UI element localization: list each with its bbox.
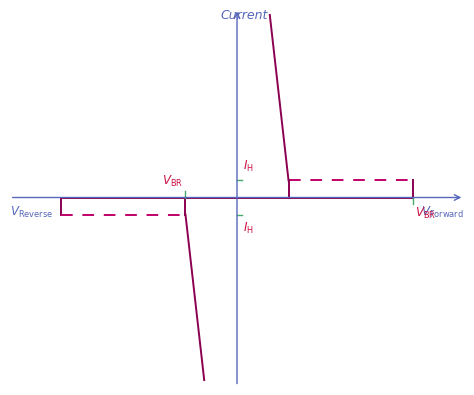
Text: $V_{\mathrm{BR}}$: $V_{\mathrm{BR}}$ <box>415 206 436 221</box>
Text: $V_{\mathrm{Forward}}$: $V_{\mathrm{Forward}}$ <box>421 205 464 220</box>
Text: $I_{\mathrm{H}}$: $I_{\mathrm{H}}$ <box>243 221 254 236</box>
Text: $V_{\mathrm{BR}}$: $V_{\mathrm{BR}}$ <box>162 174 183 189</box>
Text: $V_{\mathrm{Reverse}}$: $V_{\mathrm{Reverse}}$ <box>10 205 53 220</box>
Text: $I_{\mathrm{H}}$: $I_{\mathrm{H}}$ <box>243 159 254 174</box>
Text: Current: Current <box>220 9 268 22</box>
